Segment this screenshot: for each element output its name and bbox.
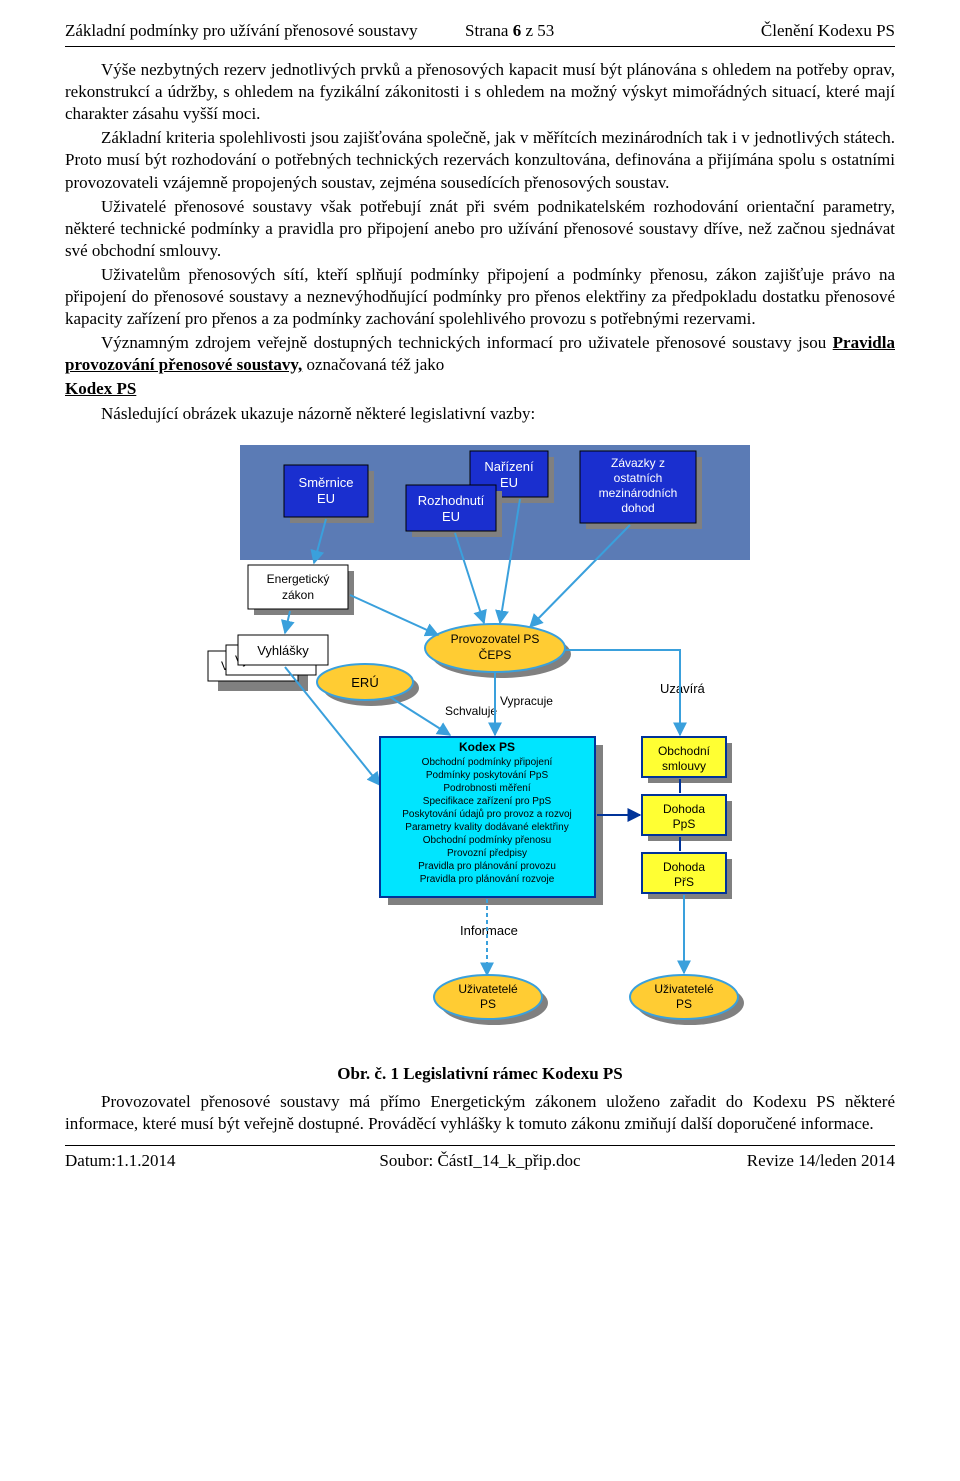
box-smernice-l1: Směrnice [299, 475, 354, 490]
ellipse-uziv-left-l1: Uživatetelé [458, 982, 518, 996]
kodex-l2: Podmínky poskytování PpS [426, 770, 549, 781]
paragraph-1: Výše nezbytných rezerv jednotlivých prvk… [65, 59, 895, 125]
box-prs-l1: Dohoda [663, 860, 705, 874]
footer-left: Datum:1.1.2014 [65, 1150, 342, 1172]
box-zavazky-l2: ostatních [614, 471, 663, 485]
box-energ-l2: zákon [282, 588, 314, 602]
box-obch-l2: smlouvy [662, 759, 706, 773]
paragraph-6: Následující obrázek ukazuje názorně někt… [65, 403, 895, 425]
kodex-l6: Parametry kvality dodávané elektřiny [405, 822, 568, 833]
header-right: Členění Kodexu PS [599, 20, 895, 42]
paragraph-5-kodex: Kodex PS [65, 378, 895, 400]
footer-right: Revize 14/leden 2014 [618, 1150, 895, 1172]
paragraph-4: Uživatelům přenosových sítí, kteří splňu… [65, 264, 895, 330]
header-center: Strana 6 z 53 [421, 20, 599, 42]
kodex-l5: Poskytování údajů pro provoz a rozvoj [402, 808, 572, 820]
legislative-diagram: Směrnice EU Nařízení EU Rozhodnutí EU Zá… [65, 435, 895, 1055]
diagram-svg: Směrnice EU Nařízení EU Rozhodnutí EU Zá… [180, 435, 780, 1055]
kodex-l10: Pravidla pro plánování rozvoje [420, 874, 555, 885]
closing-paragraph: Provozovatel přenosové soustavy má přímo… [65, 1091, 895, 1135]
kodex-title: Kodex PS [459, 740, 515, 754]
header-page-num: 6 [513, 21, 522, 40]
box-zavazky-l1: Závazky z [611, 456, 665, 470]
header-page-prefix: Strana [465, 21, 513, 40]
kodex-l7: Obchodní podmínky přenosu [423, 835, 551, 846]
kodex-l8: Provozní předpisy [447, 848, 527, 859]
box-prs-l2: PřS [674, 875, 694, 889]
ellipse-uziv-right-l2: PS [676, 997, 692, 1011]
page-header: Základní podmínky pro užívání přenosové … [65, 20, 895, 47]
header-left: Základní podmínky pro užívání přenosové … [65, 20, 421, 42]
kodex-l1: Obchodní podmínky připojení [422, 757, 553, 768]
ellipse-uziv-left-l2: PS [480, 997, 496, 1011]
label-uzavira: Uzavírá [660, 681, 706, 696]
box-zavazky-l3: mezinárodních [599, 486, 678, 500]
box-pps-l2: PpS [673, 817, 696, 831]
kodex-l9: Pravidla pro plánování provozu [418, 861, 556, 872]
header-page-total: 53 [537, 21, 554, 40]
box-narizeni-l2: EU [500, 475, 518, 490]
paragraph-2: Základní kriteria spolehlivosti jsou zaj… [65, 127, 895, 193]
ellipse-eru: ERÚ [351, 675, 378, 690]
paragraph-5a: Významným zdrojem veřejně dostupných tec… [101, 333, 833, 352]
ellipse-provoz-l1: Provozovatel PS [451, 632, 540, 646]
label-informace: Informace [460, 923, 518, 938]
label-vypracuje: Vypracuje [500, 694, 553, 708]
box-narizeni-l1: Nařízení [484, 459, 534, 474]
body-text: Výše nezbytných rezerv jednotlivých prvk… [65, 59, 895, 425]
box-pps-l1: Dohoda [663, 802, 705, 816]
kodex-l3: Podrobnosti měření [443, 783, 530, 794]
box-obch-l1: Obchodní [658, 744, 711, 758]
footer-center: Soubor: ČástI_14_k_přip.doc [342, 1150, 619, 1172]
ellipse-uziv-right-l1: Uživatetelé [654, 982, 714, 996]
box-zavazky-l4: dohod [621, 501, 654, 515]
figure-caption: Obr. č. 1 Legislativní rámec Kodexu PS [65, 1063, 895, 1085]
paragraph-3: Uživatelé přenosové soustavy však potřeb… [65, 196, 895, 262]
paragraph-5: Významným zdrojem veřejně dostupných tec… [65, 332, 895, 376]
box-energ-l1: Energetický [267, 572, 330, 586]
header-page-mid: z [521, 21, 537, 40]
ellipse-provoz-l2: ČEPS [479, 647, 512, 662]
box-rozhodnuti-l1: Rozhodnutí [418, 493, 485, 508]
kodex-l4: Specifikace zařízení pro PpS [423, 796, 552, 807]
box-rozhodnuti-l2: EU [442, 509, 460, 524]
page-footer: Datum:1.1.2014 Soubor: ČástI_14_k_přip.d… [65, 1145, 895, 1172]
paragraph-5b: označovaná též jako [302, 355, 444, 374]
label-schvaluje: Schvaluje [445, 704, 497, 718]
box-smernice-l2: EU [317, 491, 335, 506]
box-vyhlasky: Vyhlášky [257, 643, 309, 658]
